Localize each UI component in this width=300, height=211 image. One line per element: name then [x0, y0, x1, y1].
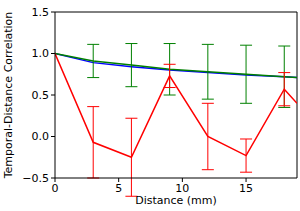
svg-text:1.5: 1.5: [32, 6, 50, 19]
svg-text:1.0: 1.0: [32, 47, 50, 60]
svg-text:−0.5: −0.5: [22, 172, 49, 185]
svg-text:10: 10: [175, 182, 189, 195]
svg-text:15: 15: [239, 182, 253, 195]
html-text:Temporal-Distance Correlation: Temporal-Distance Correlation: [1, 11, 15, 179]
svg-text:0.5: 0.5: [32, 89, 50, 102]
svg-text:5: 5: [115, 182, 122, 195]
svg-text:0.0: 0.0: [32, 130, 50, 143]
html-text:Distance (mm): Distance (mm): [135, 194, 217, 207]
svg-text:0: 0: [52, 182, 59, 195]
